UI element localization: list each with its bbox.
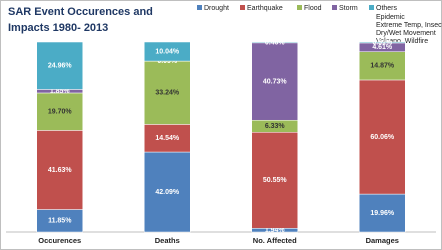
value-label: 1.85% [50,88,71,95]
value-label: 19.70% [48,109,73,116]
value-label: 14.87% [370,63,395,70]
x-tick-label: Occurences [38,236,81,245]
value-label: 6.33% [265,123,286,130]
legend-note: Dry/Wet Movement [376,30,436,37]
value-label: 50.55% [263,177,288,184]
legend-label: Drought [204,5,229,12]
legend-note: Epidemic [376,14,405,21]
value-label: 14.54% [155,135,180,142]
value-label: 10.04% [155,48,180,55]
legend-swatch [369,5,374,10]
bar-segment [144,60,191,125]
bar-segment [359,79,406,195]
legend-label: Others [376,5,398,12]
value-label: 11.85% [48,218,72,225]
bar-segment [144,124,191,153]
value-label: 0.51% [372,39,393,46]
value-label: 24.96% [48,63,73,70]
bar-segment [359,41,406,44]
bar-segment [359,51,406,81]
bar-segment [251,132,298,229]
value-label: 42.09% [155,189,180,196]
x-tick-label: No. Affected [253,236,297,245]
bar-segment [36,92,83,131]
bar-segment [251,41,298,44]
bar-segment [144,151,191,233]
legend-label: Storm [339,5,358,12]
bar-segment [359,193,406,233]
legend-swatch [197,5,202,10]
value-label: 40.73% [263,78,288,85]
legend-label: Flood [304,5,322,12]
bar-segment [144,41,191,62]
value-label: 1.94% [265,227,286,234]
value-label: 33.24% [155,90,180,97]
legend-note: Volcano, Wildfire [376,38,428,45]
x-tick-label: Deaths [155,236,180,245]
x-tick-label: Damages [366,236,399,245]
legend-label: Earthquake [247,5,283,12]
bar-segment [251,42,298,121]
legend-swatch [240,5,245,10]
legend-swatch [297,5,302,10]
legend-note: Extreme Temp, Insects [376,22,442,29]
value-label: 19.96% [370,210,395,217]
value-label: 60.06% [370,134,395,141]
bar-segment [36,41,83,90]
value-label: 0.46% [265,39,286,46]
value-label: 41.63% [48,167,73,174]
chart-title: SAR Event Occurences and [8,6,153,18]
legend-swatch [332,5,337,10]
chart-title: Impacts 1980- 2013 [8,22,108,34]
value-label: 0.09% [157,58,178,65]
value-label: 4.61% [372,44,393,51]
